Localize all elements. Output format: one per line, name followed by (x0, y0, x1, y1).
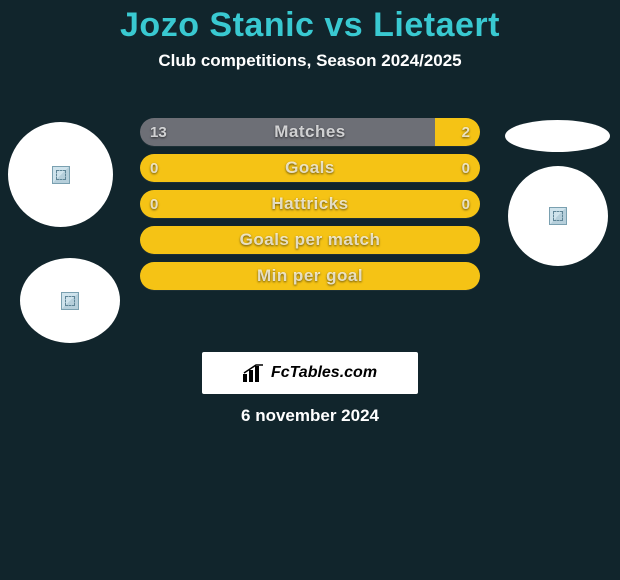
bar-chart-icon (243, 364, 265, 382)
broken-image-icon (61, 292, 79, 310)
brand-box: FcTables.com (202, 352, 418, 394)
page-title: Jozo Stanic vs Lietaert (0, 0, 620, 45)
team-right-logo-placeholder (505, 120, 610, 152)
stat-row: 132Matches (140, 118, 480, 146)
stat-row: Min per goal (140, 262, 480, 290)
subtitle: Club competitions, Season 2024/2025 (0, 51, 620, 71)
stat-row: 00Goals (140, 154, 480, 182)
broken-image-icon (549, 207, 567, 225)
broken-image-icon (52, 166, 70, 184)
stat-row: 00Hattricks (140, 190, 480, 218)
player-left-avatar-placeholder (8, 122, 113, 227)
player-right-avatar-placeholder (508, 166, 608, 266)
bar-segment-left (140, 118, 435, 146)
brand-text: FcTables.com (271, 364, 377, 382)
team-left-logo-placeholder (20, 258, 120, 343)
stat-row: Goals per match (140, 226, 480, 254)
date-text: 6 november 2024 (0, 406, 620, 426)
bar-segment-right (435, 118, 480, 146)
